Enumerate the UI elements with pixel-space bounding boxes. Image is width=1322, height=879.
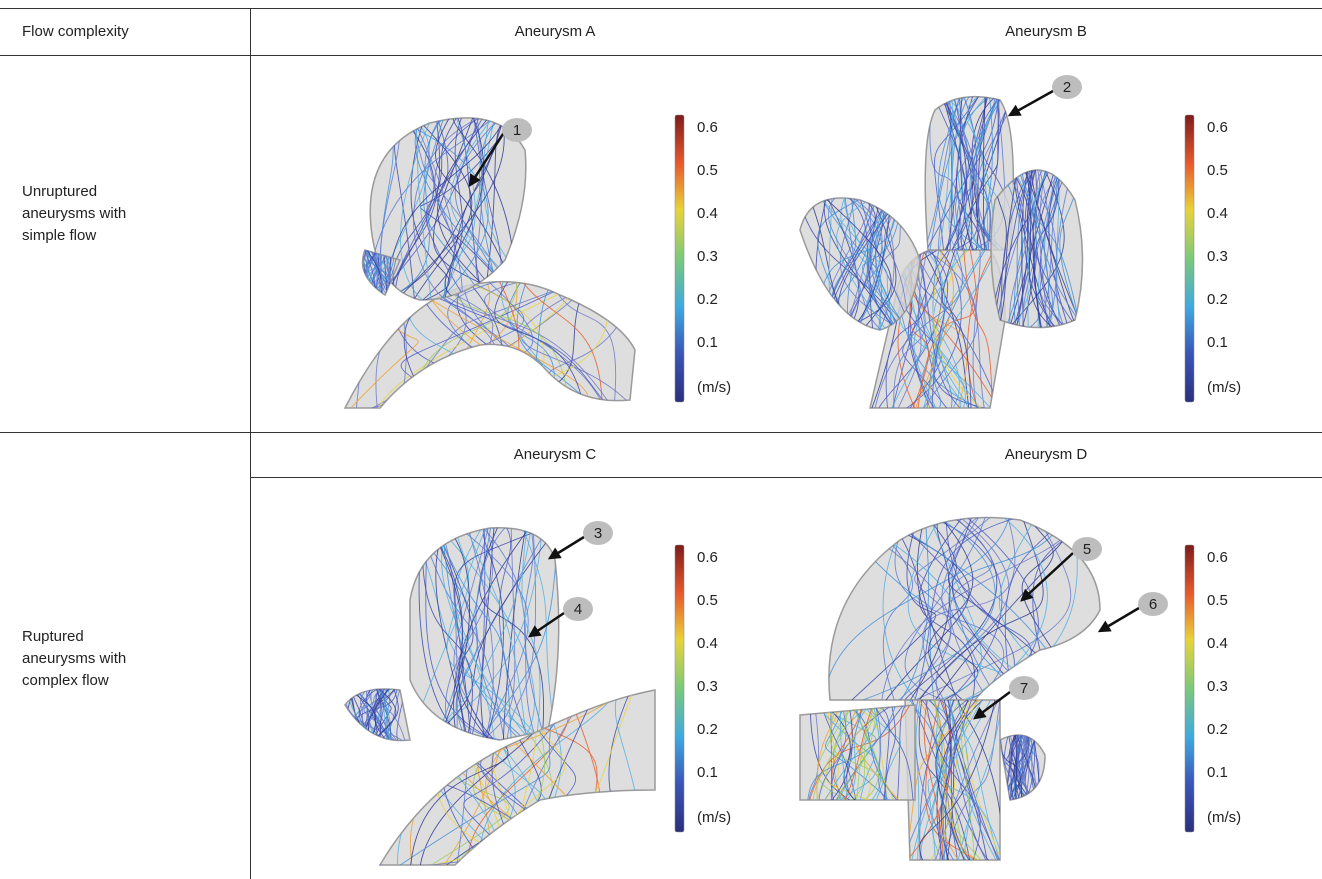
colorbar-tick-label: 0.1 — [697, 764, 718, 781]
colorbar-unit: (m/s) — [697, 809, 731, 826]
marker-label: 4 — [574, 601, 582, 618]
marker-label: 3 — [594, 525, 602, 542]
vessel-wall — [345, 282, 635, 408]
marker-label: 1 — [513, 122, 521, 139]
arrow — [1010, 91, 1053, 115]
colorbar-tick-label: 0.4 — [697, 205, 718, 222]
panel-title: Aneurysm D — [1005, 446, 1088, 463]
panel-title: Aneurysm C — [514, 446, 597, 463]
colorbar — [1185, 115, 1194, 402]
colorbar-tick-label: 0.5 — [697, 162, 718, 179]
colorbar-tick-label: 0.4 — [697, 635, 718, 652]
colorbar-tick-label: 0.5 — [1207, 592, 1228, 609]
table-rules — [0, 8, 1322, 879]
figure-table: Flow complexity Aneurysm A 0.6 0.5 0.4 0.3 0.… — [0, 0, 1322, 879]
colorbar-unit: (m/s) — [1207, 379, 1241, 396]
colorbar — [675, 545, 684, 832]
row-label: Ruptured aneurysms with complex flow — [22, 626, 150, 692]
colorbar-tick-label: 0.5 — [697, 592, 718, 609]
colorbar-tick-label: 0.6 — [697, 119, 718, 136]
colorbar-tick-label: 0.2 — [697, 291, 718, 308]
colorbar-tick-label: 0.6 — [1207, 119, 1228, 136]
arrow — [1100, 608, 1139, 631]
colorbar-unit: (m/s) — [697, 379, 731, 396]
panel-title: Aneurysm A — [515, 23, 596, 40]
streamline — [359, 240, 360, 305]
flow-image — [800, 505, 1100, 865]
colorbar-tick-label: 0.1 — [1207, 764, 1228, 781]
colorbar-tick-label: 0.6 — [1207, 549, 1228, 566]
colorbar-tick-label: 0.6 — [697, 549, 718, 566]
flow-image — [340, 520, 655, 870]
flow-image — [795, 85, 1089, 413]
colorbar-tick-label: 0.1 — [697, 334, 718, 351]
colorbar-tick-label: 0.3 — [1207, 678, 1228, 695]
row-label: Unruptured aneurysms with simple flow — [22, 181, 150, 247]
colorbar-tick-label: 0.3 — [1207, 248, 1228, 265]
colorbar-tick-label: 0.3 — [697, 678, 718, 695]
panel-title: Aneurysm B — [1005, 23, 1087, 40]
colorbar — [1185, 545, 1194, 832]
colorbar-tick-label: 0.2 — [1207, 291, 1228, 308]
colorbar-tick-label: 0.5 — [1207, 162, 1228, 179]
colorbar-tick-label: 0.4 — [1207, 205, 1228, 222]
colorbar — [675, 115, 684, 402]
arrow — [550, 537, 584, 558]
vessel-wall — [800, 198, 920, 330]
colorbar-tick-label: 0.2 — [697, 721, 718, 738]
colorbar-tick-label: 0.4 — [1207, 635, 1228, 652]
marker-label: 2 — [1063, 79, 1071, 96]
colorbar-tick-label: 0.2 — [1207, 721, 1228, 738]
colorbar-tick-label: 0.3 — [697, 248, 718, 265]
colorbar-unit: (m/s) — [1207, 809, 1241, 826]
marker-label: 7 — [1020, 680, 1028, 697]
page: Flow complexity Aneurysm A 0.6 0.5 0.4 0.3 0.… — [0, 0, 1322, 879]
marker-label: 6 — [1149, 596, 1157, 613]
marker-label: 5 — [1083, 541, 1091, 558]
colorbar-tick-label: 0.1 — [1207, 334, 1228, 351]
header-cell: Flow complexity — [22, 23, 129, 40]
